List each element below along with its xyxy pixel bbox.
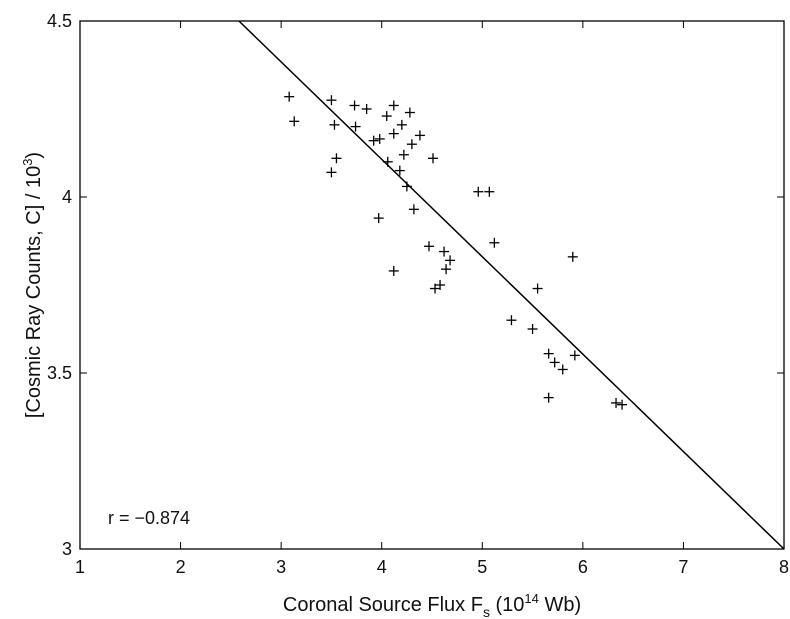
data-point-35	[532, 283, 543, 294]
data-point-26	[439, 246, 450, 257]
data-point-14	[396, 119, 407, 130]
fit-line	[238, 20, 785, 550]
data-point-17	[414, 130, 425, 141]
x-axis-label-unit-suffix: Wb)	[539, 594, 581, 616]
data-point-24	[373, 213, 384, 224]
data-point-15	[404, 107, 415, 118]
data-point-1	[289, 116, 300, 127]
y-axis-label-exp: 3	[20, 159, 35, 166]
plot-frame	[79, 20, 785, 550]
x-axis-label-unit-prefix: (10	[490, 594, 524, 616]
plot-axes	[79, 20, 785, 550]
data-point-19	[382, 156, 393, 167]
data-point-2	[326, 95, 337, 106]
data-point-43	[543, 392, 554, 403]
data-point-38	[527, 324, 538, 334]
data-point-25	[423, 241, 434, 252]
x-tick-label-4: 4	[377, 557, 387, 577]
data-point-22	[428, 153, 439, 164]
data-point-39	[543, 348, 554, 359]
data-point-4	[331, 153, 342, 164]
data-point-41	[557, 364, 568, 375]
data-point-12	[388, 100, 399, 111]
data-point-36	[567, 251, 578, 262]
correlation-annotation: r = −0.874	[108, 508, 190, 528]
data-point-40	[549, 357, 560, 368]
y-tick-label-3.5: 3.5	[47, 363, 72, 383]
x-axis-label-subscript: s	[483, 604, 490, 619]
data-point-28	[441, 264, 452, 275]
data-point-11	[381, 111, 392, 122]
data-point-20	[394, 165, 405, 176]
ticks-group: 1 2 3 4 5 6 7 8 3 3.5 4 4.5	[47, 11, 789, 577]
y-tick-label-4.5: 4.5	[47, 11, 72, 31]
data-point-34	[489, 237, 500, 248]
x-axis-label-main: Coronal Source Flux F	[283, 594, 483, 616]
y-tick-label-3: 3	[62, 539, 72, 559]
data-point-3	[329, 119, 340, 130]
data-point-18	[398, 149, 409, 160]
data-point-5	[326, 167, 337, 178]
x-tick-label-6: 6	[578, 557, 588, 577]
data-point-16	[406, 139, 417, 150]
data-point-37	[506, 315, 517, 326]
x-tick-label-7: 7	[678, 557, 688, 577]
x-tick-label-3: 3	[276, 557, 286, 577]
x-tick-label-8: 8	[779, 557, 789, 577]
data-point-21	[401, 181, 412, 192]
y-axis-label-close: )	[23, 152, 45, 159]
data-point-6	[349, 100, 360, 111]
x-axis-label: Coronal Source Flux Fs (1014 Wb)	[283, 591, 581, 619]
data-point-23	[408, 204, 419, 215]
data-point-27	[445, 255, 456, 266]
data-point-9	[368, 135, 379, 146]
data-point-45	[617, 399, 628, 410]
y-tick-label-4: 4	[62, 187, 72, 207]
data-point-30	[435, 280, 446, 290]
data-points-group	[284, 91, 628, 410]
data-point-42	[569, 350, 580, 361]
x-tick-label-1: 1	[75, 557, 85, 577]
data-point-29	[388, 265, 399, 276]
x-tick-label-2: 2	[176, 557, 186, 577]
data-point-13	[388, 128, 399, 139]
data-point-10	[374, 133, 385, 144]
data-point-0	[284, 91, 295, 102]
data-point-7	[361, 104, 372, 114]
y-axis-label: [Cosmic Ray Counts, C] / 103)	[20, 152, 45, 418]
x-axis-label-unit-exp: 14	[524, 591, 538, 606]
data-point-44	[611, 397, 622, 408]
data-point-32	[473, 186, 484, 197]
data-point-31	[430, 283, 441, 294]
data-point-8	[350, 121, 361, 132]
fit-line-group	[238, 20, 785, 550]
x-tick-label-5: 5	[477, 557, 487, 577]
data-point-33	[484, 186, 495, 197]
y-axis-label-main: [Cosmic Ray Counts, C] / 10	[23, 166, 45, 418]
